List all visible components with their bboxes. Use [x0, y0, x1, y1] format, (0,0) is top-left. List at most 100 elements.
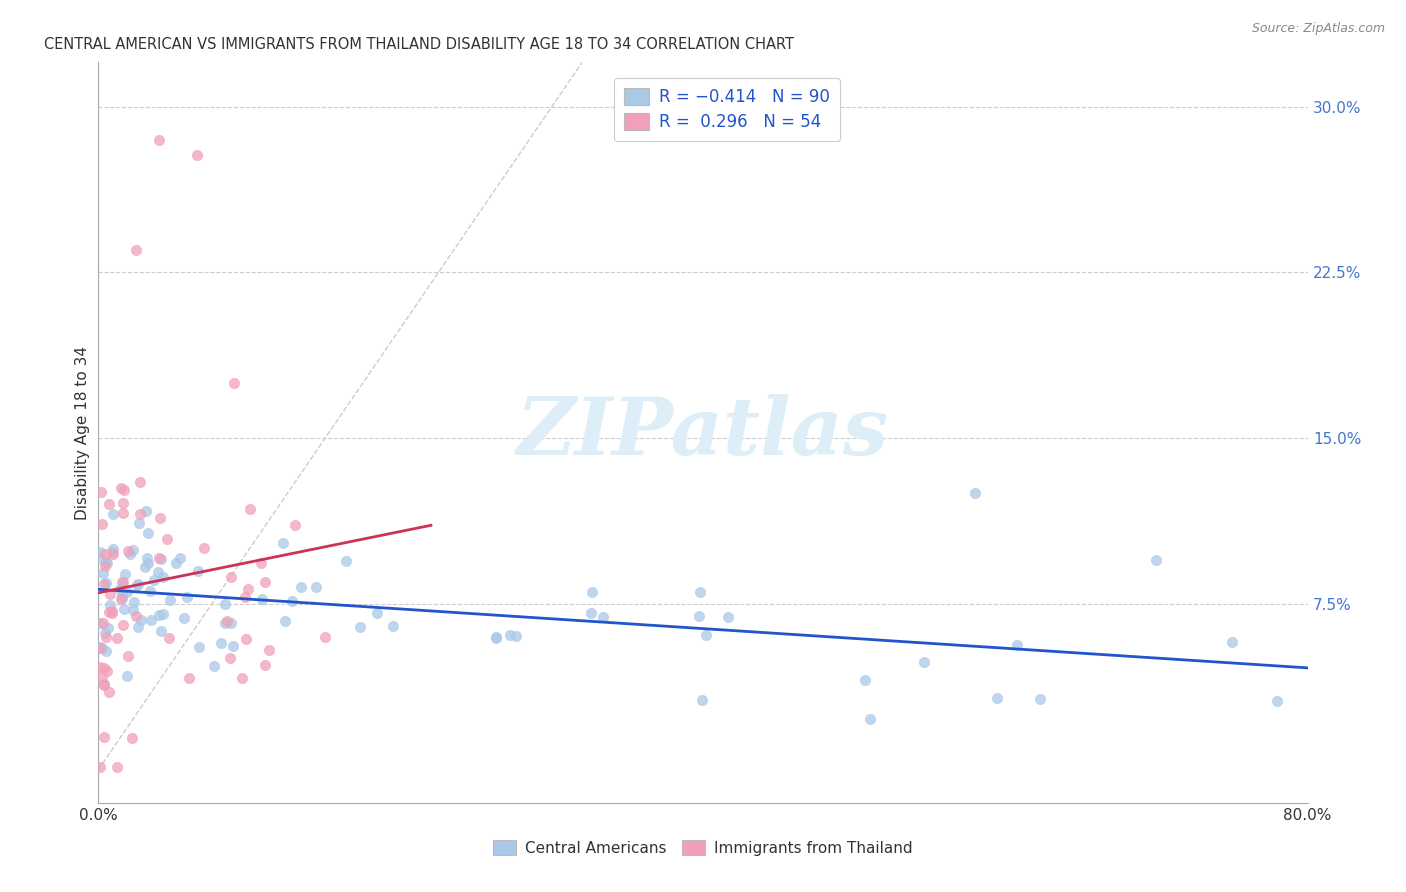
Point	[382, 618, 405, 632]
Point	[94, 630, 117, 644]
Point	[592, 609, 614, 624]
Point	[152, 607, 174, 621]
Point	[253, 657, 276, 672]
Point	[579, 606, 602, 620]
Point	[110, 582, 132, 597]
Point	[221, 570, 243, 584]
Point	[690, 693, 713, 707]
Point	[717, 609, 740, 624]
Point	[105, 631, 128, 645]
Point	[136, 526, 159, 541]
Point	[349, 620, 371, 634]
Point	[112, 602, 135, 616]
Point	[96, 556, 118, 570]
Point	[89, 660, 111, 674]
Point	[176, 591, 198, 605]
Point	[150, 552, 173, 566]
Point	[101, 544, 124, 558]
Point	[112, 618, 135, 632]
Point	[91, 566, 114, 580]
Point	[134, 560, 156, 574]
Point	[121, 603, 143, 617]
Point	[121, 731, 143, 745]
Point	[89, 550, 111, 565]
Point	[93, 577, 115, 591]
Point	[695, 628, 717, 642]
Point	[214, 598, 236, 612]
Point	[250, 556, 273, 570]
Point	[111, 588, 134, 602]
Point	[257, 643, 280, 657]
Point	[101, 547, 124, 561]
Point	[101, 604, 124, 618]
Point	[231, 671, 253, 685]
Point	[239, 501, 262, 516]
Point	[98, 605, 121, 619]
Point	[152, 570, 174, 584]
Point	[1220, 635, 1243, 649]
Point	[156, 533, 179, 547]
Point	[94, 644, 117, 658]
Point	[93, 661, 115, 675]
Point	[1267, 694, 1289, 708]
Point	[149, 510, 172, 524]
Point	[218, 651, 240, 665]
Point	[103, 508, 125, 522]
Point	[111, 495, 134, 509]
Point	[271, 536, 294, 550]
Point	[1144, 552, 1167, 566]
Point	[122, 595, 145, 609]
Point	[127, 619, 149, 633]
Point	[94, 555, 117, 569]
Point	[986, 691, 1008, 706]
Point	[91, 640, 114, 655]
Point	[254, 575, 277, 590]
Point	[89, 641, 111, 656]
Point	[98, 598, 121, 612]
Point	[127, 578, 149, 592]
Point	[139, 613, 162, 627]
Point	[90, 485, 112, 500]
Point	[689, 584, 711, 599]
Point	[89, 760, 111, 774]
Point	[159, 593, 181, 607]
Point	[89, 616, 111, 631]
Point	[148, 133, 170, 147]
Point	[111, 574, 134, 589]
Point	[233, 591, 256, 605]
Point	[236, 582, 259, 597]
Point	[112, 506, 135, 520]
Point	[125, 608, 148, 623]
Point	[305, 580, 328, 594]
Legend: Central Americans, Immigrants from Thailand: Central Americans, Immigrants from Thail…	[486, 834, 920, 862]
Point	[94, 626, 117, 640]
Point	[186, 148, 208, 162]
Point	[193, 541, 215, 555]
Point	[215, 614, 238, 628]
Point	[97, 685, 120, 699]
Point	[129, 475, 152, 489]
Point	[93, 677, 115, 691]
Point	[94, 576, 117, 591]
Point	[250, 591, 273, 606]
Point	[165, 556, 187, 570]
Point	[499, 628, 522, 642]
Point	[688, 608, 710, 623]
Point	[89, 545, 111, 559]
Point	[505, 630, 527, 644]
Point	[314, 630, 336, 644]
Point	[97, 621, 120, 635]
Point	[366, 607, 388, 621]
Point	[100, 587, 122, 601]
Text: CENTRAL AMERICAN VS IMMIGRANTS FROM THAILAND DISABILITY AGE 18 TO 34 CORRELATION: CENTRAL AMERICAN VS IMMIGRANTS FROM THAI…	[44, 37, 794, 52]
Point	[101, 606, 124, 620]
Point	[111, 575, 134, 590]
Point	[127, 576, 149, 591]
Point	[187, 640, 209, 655]
Point	[335, 554, 357, 568]
Point	[115, 668, 138, 682]
Point	[148, 551, 170, 566]
Point	[105, 760, 128, 774]
Point	[853, 673, 876, 688]
Point	[129, 508, 152, 522]
